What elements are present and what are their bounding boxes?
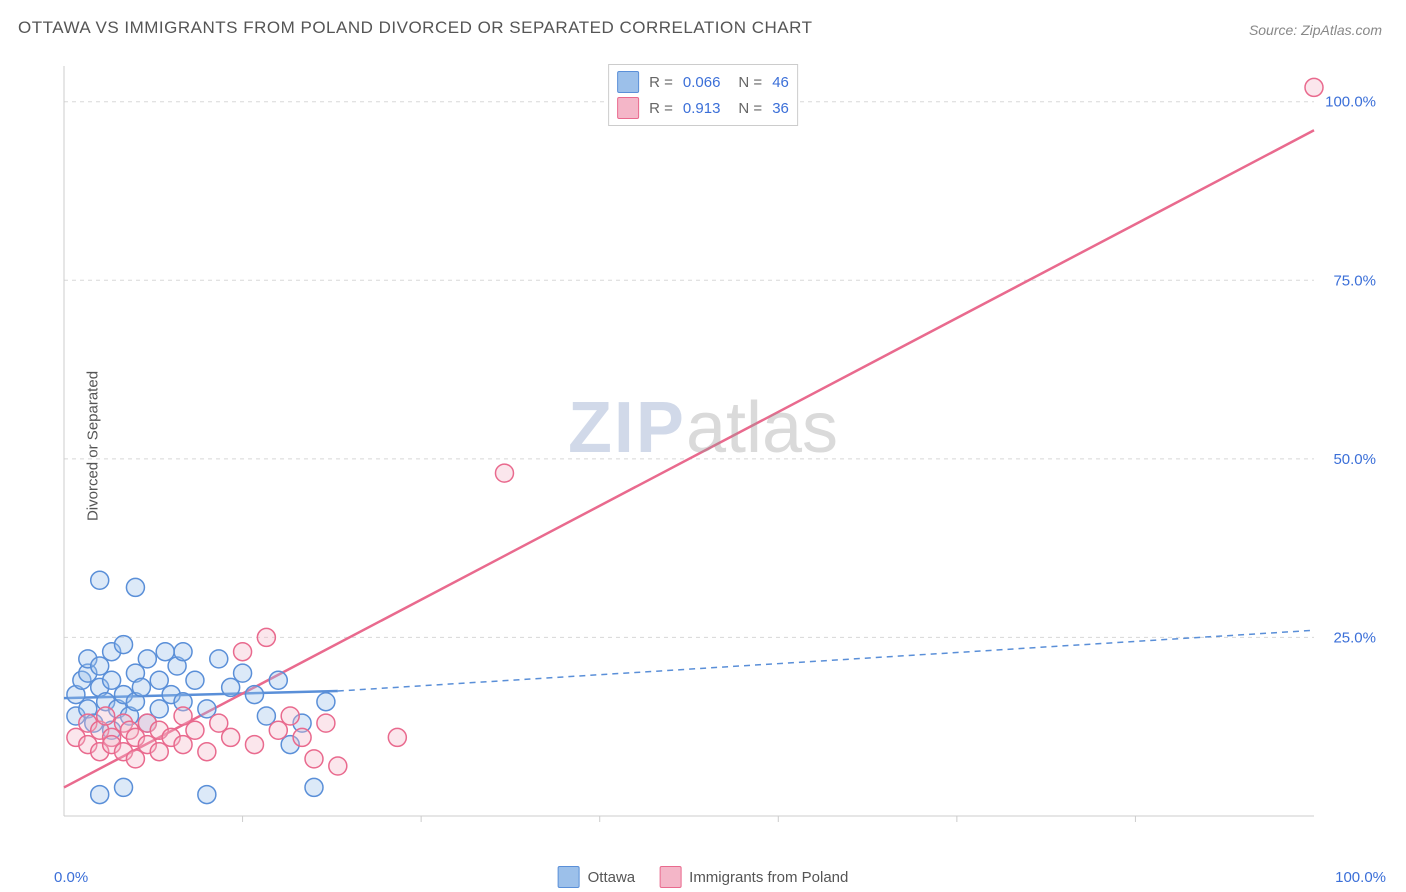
chart-title: OTTAWA VS IMMIGRANTS FROM POLAND DIVORCE… <box>18 18 812 38</box>
legend-label: Ottawa <box>588 869 636 886</box>
legend-row: R = 0.913 N = 36 <box>617 95 789 121</box>
legend-swatch <box>617 97 639 119</box>
legend-n-label: N = <box>738 74 762 91</box>
legend-item: Ottawa <box>558 866 636 888</box>
legend-n-value: 46 <box>772 74 789 91</box>
legend-r-label: R = <box>649 100 673 117</box>
legend-label: Immigrants from Poland <box>689 869 848 886</box>
legend-correlation: R = 0.066 N = 46 R = 0.913 N = 36 <box>608 64 798 126</box>
legend-row: R = 0.066 N = 46 <box>617 69 789 95</box>
svg-text:25.0%: 25.0% <box>1333 629 1376 646</box>
svg-text:100.0%: 100.0% <box>1325 94 1376 111</box>
legend-n-label: N = <box>738 100 762 117</box>
legend-r-value: 0.066 <box>683 74 721 91</box>
x-axis-min-label: 0.0% <box>54 869 88 886</box>
svg-text:75.0%: 75.0% <box>1333 272 1376 289</box>
x-axis-max-label: 100.0% <box>1335 869 1386 886</box>
svg-text:50.0%: 50.0% <box>1333 451 1376 468</box>
legend-item: Immigrants from Poland <box>659 866 848 888</box>
legend-n-value: 36 <box>772 100 789 117</box>
legend-series: Ottawa Immigrants from Poland <box>558 866 849 888</box>
legend-r-value: 0.913 <box>683 100 721 117</box>
legend-swatch <box>558 866 580 888</box>
scatter-plot: 25.0% 50.0% 75.0% 100.0% <box>54 56 1384 846</box>
chart-container: OTTAWA VS IMMIGRANTS FROM POLAND DIVORCE… <box>0 0 1406 892</box>
legend-swatch <box>659 866 681 888</box>
legend-r-label: R = <box>649 74 673 91</box>
legend-swatch <box>617 71 639 93</box>
source-attribution: Source: ZipAtlas.com <box>1249 22 1382 38</box>
